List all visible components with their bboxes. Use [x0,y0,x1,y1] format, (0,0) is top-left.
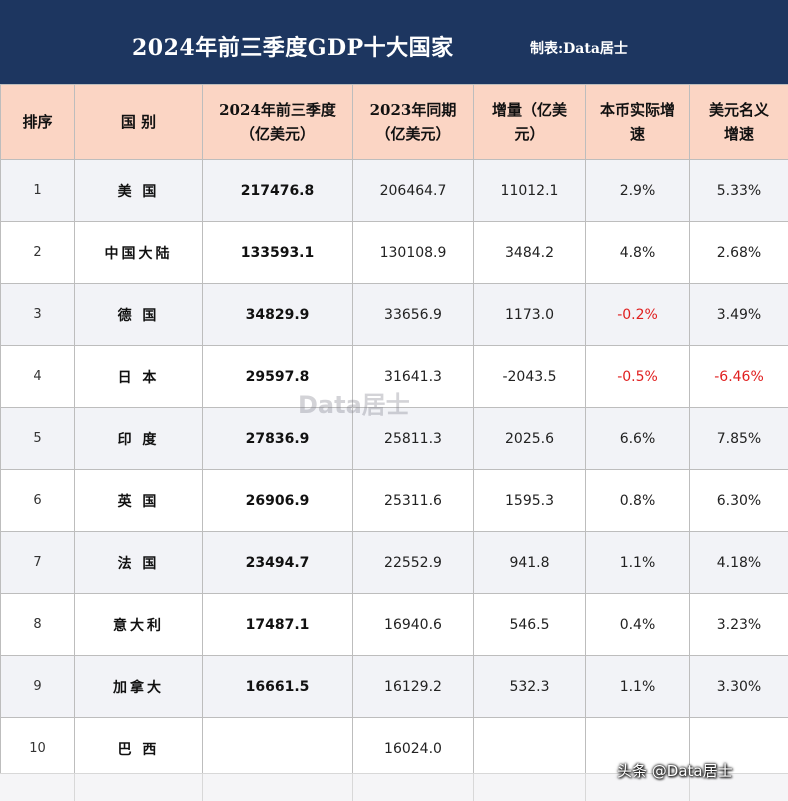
cell-increase: 3484.2 [474,222,586,284]
cell-country: 英 国 [75,470,203,532]
cell-gdp-2023: 22552.9 [353,532,474,594]
gdp-table: 排序 国 别 2024年前三季度（亿美元） 2023年同期（亿美元） 增量（亿美… [0,84,788,780]
cell-rank: 1 [1,160,75,222]
cell-usd-growth: 3.23% [690,594,788,656]
cell-gdp-2024: 133593.1 [203,222,353,284]
cell-rank: 8 [1,594,75,656]
cell-gdp-2024: 26906.9 [203,470,353,532]
cell-rank: 5 [1,408,75,470]
cell-gdp-2024: 217476.8 [203,160,353,222]
cell-gdp-2024: 34829.9 [203,284,353,346]
cell-gdp-2024: 17487.1 [203,594,353,656]
cell-usd-growth: 6.30% [690,470,788,532]
cell-usd-growth: 4.18% [690,532,788,594]
cell-gdp-2024: 16661.5 [203,656,353,718]
cell-country: 意大利 [75,594,203,656]
cell-rank: 3 [1,284,75,346]
cell-rank: 9 [1,656,75,718]
cell-real-growth: -0.5% [586,346,690,408]
cell-country: 巴 西 [75,718,203,780]
cell-increase: 11012.1 [474,160,586,222]
cell-gdp-2023: 16940.6 [353,594,474,656]
cell-increase [474,718,586,780]
cell-real-growth: 0.4% [586,594,690,656]
cell-country: 法 国 [75,532,203,594]
cell-usd-growth: 5.33% [690,160,788,222]
cell-gdp-2023: 16024.0 [353,718,474,780]
cell-gdp-2024: 23494.7 [203,532,353,594]
cell-increase: -2043.5 [474,346,586,408]
cell-increase: 532.3 [474,656,586,718]
cell-usd-growth: -6.46% [690,346,788,408]
cell-increase: 2025.6 [474,408,586,470]
cell-gdp-2023: 33656.9 [353,284,474,346]
cell-rank: 2 [1,222,75,284]
cell-usd-growth: 2.68% [690,222,788,284]
cell-real-growth: -0.2% [586,284,690,346]
cell-usd-growth: 3.49% [690,284,788,346]
cell-real-growth: 2.9% [586,160,690,222]
cell-country: 印 度 [75,408,203,470]
cell-increase: 1173.0 [474,284,586,346]
cell-real-growth: 1.1% [586,532,690,594]
header-rank: 排序 [1,85,75,160]
cell-increase: 941.8 [474,532,586,594]
cell-real-growth: 0.8% [586,470,690,532]
header-usd-growth: 美元名义增速 [690,85,788,160]
watermark: Data居士 [298,385,410,420]
cell-gdp-2023: 130108.9 [353,222,474,284]
header-gdp-2023: 2023年同期（亿美元） [353,85,474,160]
cell-country: 美 国 [75,160,203,222]
header-increase: 增量（亿美元） [474,85,586,160]
cell-real-growth: 6.6% [586,408,690,470]
header-gdp-2024: 2024年前三季度（亿美元） [203,85,353,160]
cell-gdp-2023: 206464.7 [353,160,474,222]
cell-rank: 4 [1,346,75,408]
title-credit: 制表:Data居士 [530,38,628,58]
cell-real-growth: 1.1% [586,656,690,718]
cell-usd-growth: 3.30% [690,656,788,718]
cell-rank: 10 [1,718,75,780]
cell-usd-growth: 7.85% [690,408,788,470]
cell-country: 德 国 [75,284,203,346]
cell-country: 中国大陆 [75,222,203,284]
cell-country: 加拿大 [75,656,203,718]
cell-gdp-2023: 16129.2 [353,656,474,718]
footer-credit: 头条 @Data居士 [617,760,733,781]
cell-gdp-2024 [203,718,353,780]
cell-increase: 1595.3 [474,470,586,532]
header-row: 排序 国 别 2024年前三季度（亿美元） 2023年同期（亿美元） 增量（亿美… [1,85,788,160]
cell-gdp-2023: 25311.6 [353,470,474,532]
cell-country: 日 本 [75,346,203,408]
header-country: 国 别 [75,85,203,160]
title-bar: 2024年前三季度GDP十大国家 制表:Data居士 [0,0,788,84]
page-title: 2024年前三季度GDP十大国家 [132,30,454,62]
cell-increase: 546.5 [474,594,586,656]
cell-rank: 6 [1,470,75,532]
cell-real-growth: 4.8% [586,222,690,284]
header-real-growth: 本币实际增速 [586,85,690,160]
cell-rank: 7 [1,532,75,594]
